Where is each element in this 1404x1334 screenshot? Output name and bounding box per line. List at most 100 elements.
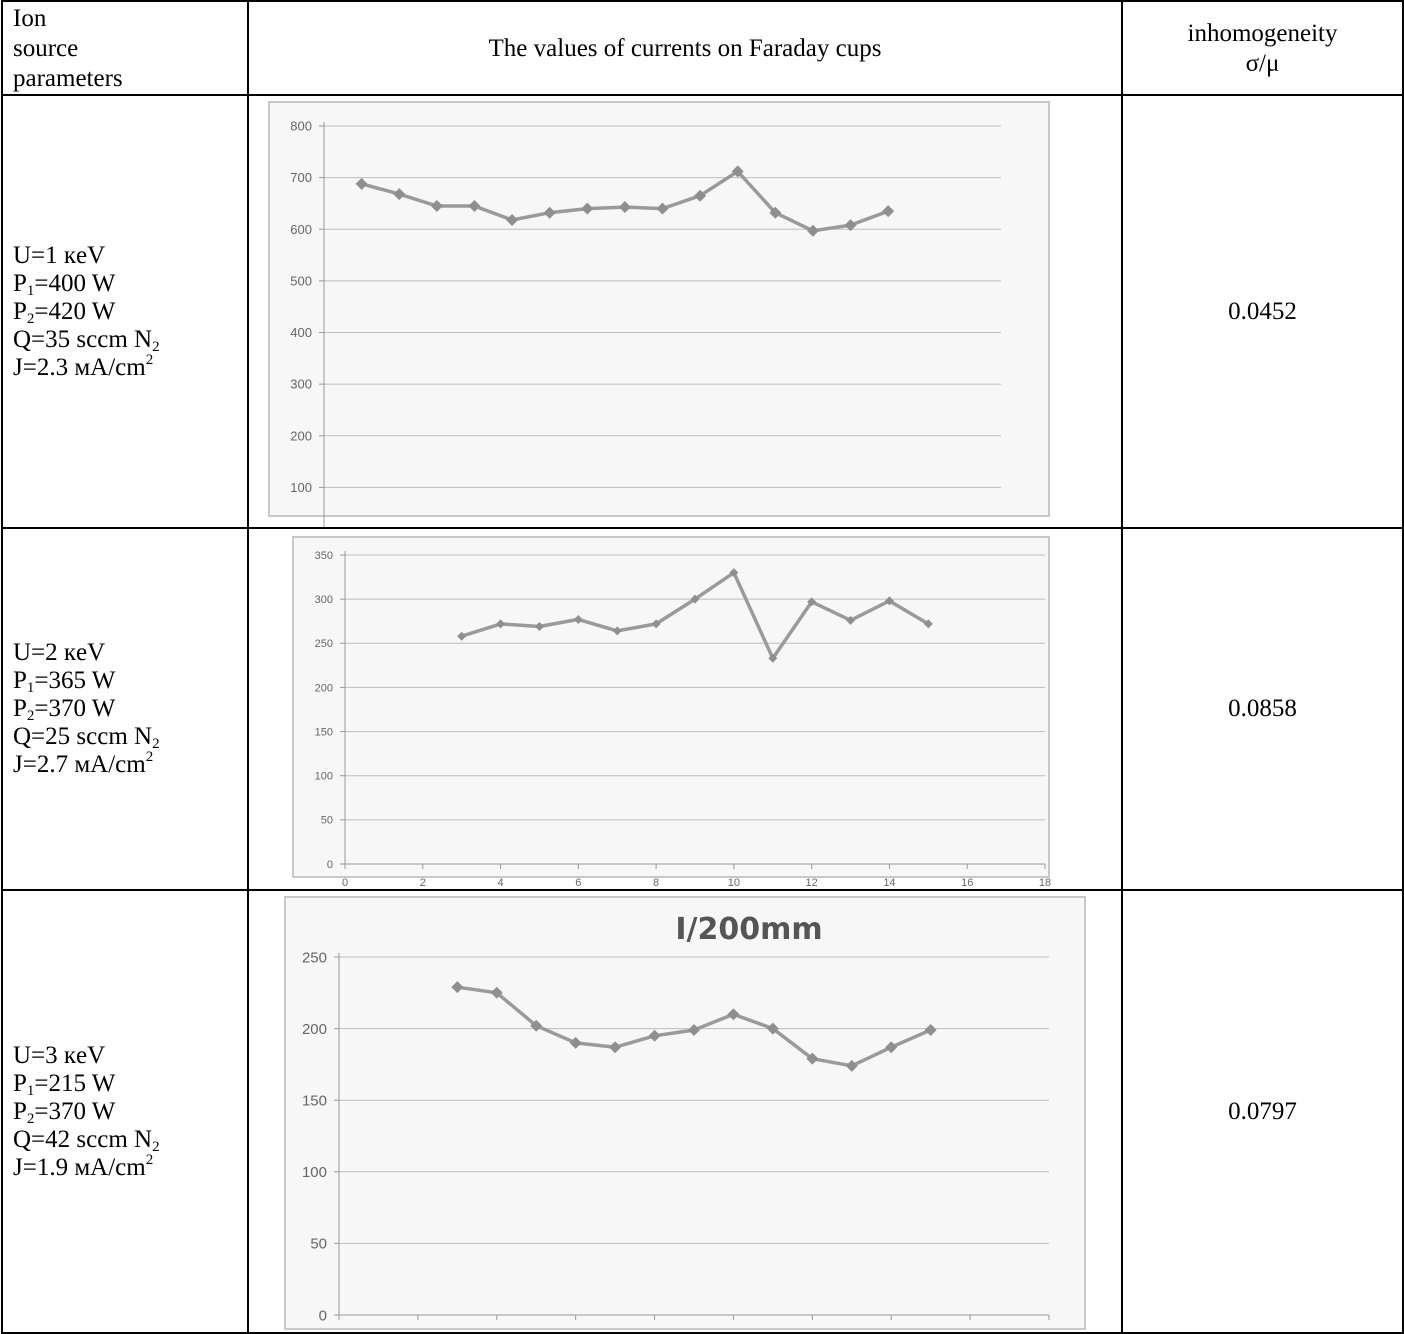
header-faraday-currents: The values of currents on Faraday cups bbox=[247, 0, 1123, 96]
power-2: P2=420 W bbox=[13, 297, 116, 327]
data-point bbox=[468, 200, 481, 213]
y-tick-label: 0 bbox=[327, 859, 333, 871]
data-point bbox=[451, 981, 464, 994]
y-tick-label: 50 bbox=[310, 1236, 327, 1253]
current-density: J=2.7 мA/cm2 bbox=[13, 749, 154, 779]
chart-frame bbox=[284, 896, 1086, 1330]
y-tick-label: 300 bbox=[290, 377, 312, 392]
x-tick-label: 18 bbox=[1039, 877, 1051, 889]
data-point bbox=[807, 597, 817, 607]
data-point bbox=[506, 213, 519, 226]
gas-flow: Q=25 sccm N2 bbox=[13, 723, 160, 752]
chart-cell: 0 50 100 150 200 250 300 350 0 2 4 6 8 10 12 14 16 18 bbox=[247, 527, 1123, 891]
data-point bbox=[806, 1052, 819, 1065]
x-tick-label: 0 bbox=[342, 877, 348, 889]
x-tick-label: 12 bbox=[806, 877, 818, 889]
data-point bbox=[530, 1019, 543, 1032]
chart-frame bbox=[268, 101, 1050, 517]
header-inhomogeneity-formula: σ/μ bbox=[1245, 50, 1280, 77]
data-point bbox=[688, 1024, 700, 1037]
faraday-chart-1: 0100200300400500600700800024681012141618 bbox=[268, 101, 1050, 527]
data-point bbox=[729, 568, 739, 578]
header-ion-word: Ion bbox=[13, 5, 47, 32]
data-point bbox=[845, 1059, 858, 1072]
y-tick-label: 250 bbox=[302, 949, 327, 966]
data-point bbox=[496, 619, 506, 629]
y-tick-label: 50 bbox=[321, 815, 333, 827]
data-point bbox=[534, 622, 544, 632]
header-ion-source-parameters: Ion source parameters bbox=[1, 0, 249, 96]
data-point bbox=[882, 205, 895, 218]
data-point bbox=[581, 202, 594, 215]
data-point bbox=[355, 177, 368, 190]
power-1: P1=215 W bbox=[13, 1069, 116, 1099]
data-point bbox=[768, 653, 778, 663]
data-point bbox=[656, 202, 669, 215]
header-inhomogeneity-label: inhomogeneity bbox=[1187, 20, 1338, 47]
y-tick-label: 100 bbox=[315, 771, 333, 783]
data-point bbox=[846, 615, 856, 625]
header-inhomogeneity: inhomogeneity σ/μ bbox=[1121, 0, 1404, 96]
y-tick-label: 200 bbox=[315, 682, 333, 694]
data-point bbox=[924, 1024, 937, 1037]
data-point bbox=[393, 188, 406, 201]
data-point bbox=[727, 1008, 740, 1021]
x-tick-label: 4 bbox=[497, 877, 503, 889]
chart-frame bbox=[292, 536, 1050, 878]
current-density: J=2.3 мA/cm2 bbox=[13, 351, 154, 381]
data-point bbox=[573, 614, 583, 624]
gas-flow: Q=35 sccm N2 bbox=[13, 325, 160, 355]
data-point bbox=[609, 1041, 622, 1054]
data-point bbox=[618, 201, 631, 214]
voltage: U=2 кeV bbox=[13, 639, 106, 666]
y-tick-label: 100 bbox=[290, 480, 312, 495]
x-tick-label: 6 bbox=[575, 877, 581, 889]
table-row: U=3 кeV P1=215 W P2=370 W Q=42 sccm N2 J… bbox=[1, 889, 1404, 1334]
data-point bbox=[731, 165, 744, 178]
power-1: P1=365 W bbox=[13, 667, 116, 696]
data-point bbox=[806, 224, 819, 237]
y-tick-label: 100 bbox=[302, 1164, 327, 1181]
chart-cell: 050100150200250024681012141618I/200mm bbox=[247, 889, 1123, 1334]
data-point bbox=[923, 619, 933, 629]
data-point bbox=[457, 631, 467, 641]
data-point bbox=[569, 1036, 582, 1049]
inhomogeneity-value: 0.0797 bbox=[1121, 889, 1404, 1334]
x-tick-label: 2 bbox=[420, 877, 426, 889]
y-tick-label: 200 bbox=[290, 428, 312, 443]
header-source-word: source bbox=[13, 35, 79, 62]
faraday-chart-2: 0 50 100 150 200 250 300 350 0 2 4 6 8 10 12 14 16 18 bbox=[292, 536, 1051, 889]
power-2: P2=370 W bbox=[13, 695, 116, 724]
y-tick-label: 600 bbox=[290, 222, 312, 237]
header-parameters-word: parameters bbox=[13, 65, 123, 92]
chart-cell: 0100200300400500600700800024681012141618 bbox=[247, 94, 1123, 529]
data-point bbox=[766, 1022, 779, 1035]
y-tick-label: 200 bbox=[302, 1021, 327, 1038]
data-point bbox=[490, 986, 503, 999]
inhomogeneity-value: 0.0858 bbox=[1121, 527, 1404, 891]
data-point bbox=[884, 596, 894, 606]
data-point bbox=[543, 206, 556, 219]
current-density: J=1.9 мA/cm2 bbox=[13, 1151, 154, 1181]
voltage: U=1 кeV bbox=[13, 241, 106, 269]
table-row: U=2 кeV P1=365 W P2=370 W Q=25 sccm N2 J… bbox=[1, 527, 1404, 891]
power-1: P1=400 W bbox=[13, 269, 116, 299]
data-point bbox=[651, 619, 661, 629]
x-tick-label: 14 bbox=[883, 877, 895, 889]
ion-source-params: U=2 кeV P1=365 W P2=370 W Q=25 sccm N2 J… bbox=[1, 527, 249, 891]
y-tick-label: 0 bbox=[319, 1307, 327, 1324]
data-point bbox=[885, 1041, 898, 1054]
inhomogeneity-value: 0.0452 bbox=[1121, 94, 1404, 529]
faraday-chart-3: 050100150200250024681012141618I/200mm bbox=[284, 896, 1086, 1330]
data-point bbox=[690, 594, 700, 604]
x-tick-label: 16 bbox=[961, 877, 973, 889]
x-tick-label: 8 bbox=[653, 877, 659, 889]
y-tick-label: 150 bbox=[302, 1092, 327, 1109]
gas-flow: Q=42 sccm N2 bbox=[13, 1125, 160, 1155]
ion-source-params: U=1 кeV P1=400 W P2=420 W Q=35 sccm N2 J… bbox=[1, 94, 249, 529]
y-tick-label: 250 bbox=[315, 638, 333, 650]
data-point bbox=[648, 1029, 661, 1042]
table-row: U=1 кeV P1=400 W P2=420 W Q=35 sccm N2 J… bbox=[1, 94, 1404, 529]
y-tick-label: 150 bbox=[315, 726, 333, 738]
